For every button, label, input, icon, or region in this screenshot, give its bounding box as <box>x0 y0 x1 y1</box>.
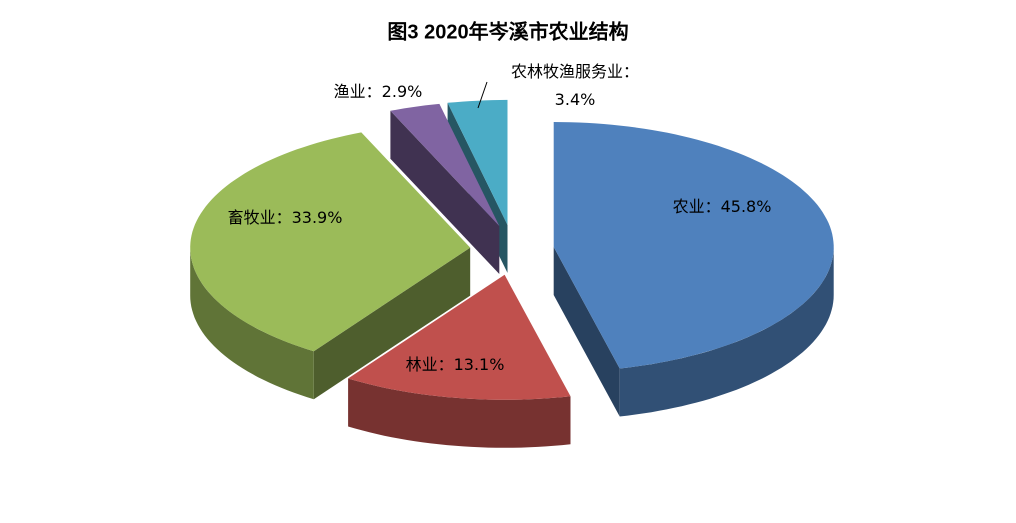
slice-wall <box>619 247 834 417</box>
slice-wall <box>348 378 571 448</box>
data-label: 渔业：2.9% <box>334 82 423 101</box>
slice <box>390 103 500 226</box>
data-label: 畜牧业：33.9% <box>228 208 343 227</box>
data-label: 林业：13.1% <box>406 355 505 374</box>
pie <box>190 99 834 448</box>
data-label-value: 45.8% <box>721 197 772 216</box>
slice <box>190 132 471 352</box>
leader-line <box>477 81 488 109</box>
slice <box>447 99 508 225</box>
data-label-value: 3.4% <box>555 90 596 109</box>
data-label: 农林牧渔服务业： 3.4% <box>511 62 639 109</box>
data-label-value: 13.1% <box>454 355 505 374</box>
data-label-value: 2.9% <box>382 82 423 101</box>
data-label-category: 渔业： <box>334 82 382 101</box>
slice-wall <box>190 247 314 400</box>
chart-title: 图3 2020年岑溪市农业结构 <box>387 19 628 43</box>
data-label-category: 畜牧业： <box>228 208 292 227</box>
data-label-category: 农业： <box>673 197 721 216</box>
data-label-value: 33.9% <box>292 208 343 227</box>
data-label-category: 农林牧渔服务业： <box>511 62 639 81</box>
slice-side <box>553 247 620 417</box>
data-label-category: 林业： <box>406 355 454 374</box>
data-label: 农业：45.8% <box>673 197 772 216</box>
slice <box>553 122 834 369</box>
slice-side <box>313 247 471 400</box>
slice-side <box>390 110 500 274</box>
slice <box>348 274 571 400</box>
